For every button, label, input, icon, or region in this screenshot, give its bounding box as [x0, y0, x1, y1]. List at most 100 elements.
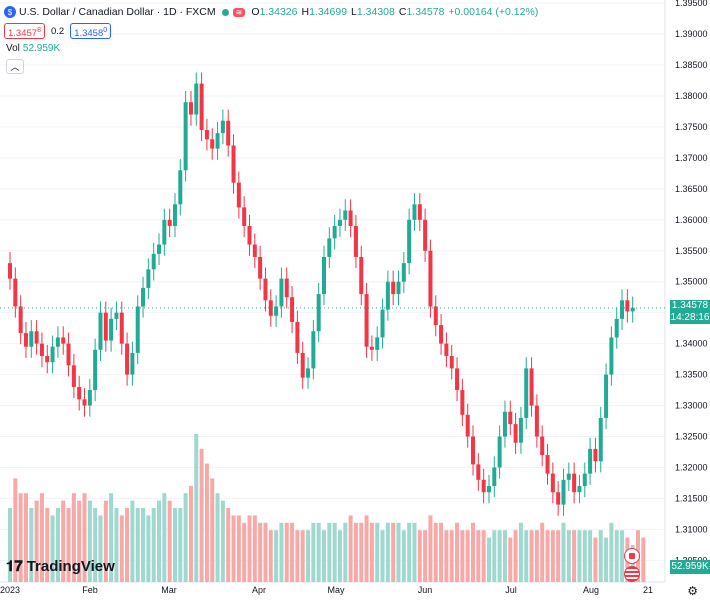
candle-body [508, 411, 513, 425]
volume-bar [13, 478, 18, 582]
volume-bar [497, 530, 502, 582]
x-tick-label: May [327, 585, 345, 595]
close-value: 1.34578 [406, 6, 445, 18]
volume-bar [561, 522, 566, 582]
candle-body [460, 390, 465, 415]
candle-body [343, 210, 348, 220]
open-label: O [251, 6, 260, 18]
candle-body [486, 486, 491, 493]
volume-bar [199, 448, 204, 582]
volume-bar [566, 530, 571, 582]
volume-bar [236, 515, 241, 582]
low-value: 1.34308 [356, 6, 395, 18]
gear-icon[interactable]: ⚙ [687, 584, 698, 598]
candle-body [77, 386, 82, 400]
volume-bar [481, 530, 486, 582]
candle-body [71, 365, 76, 387]
volume-bar [513, 530, 518, 582]
volume-bar [518, 522, 523, 582]
volume-bar [614, 530, 619, 582]
candle-body [268, 300, 273, 316]
candle-body [188, 102, 193, 115]
volume-bar [428, 515, 433, 582]
volume-bar [545, 530, 550, 582]
candle-body [178, 170, 183, 205]
volume-bar [391, 522, 396, 582]
candle-body [87, 390, 92, 406]
volume-bar [141, 508, 146, 582]
volume-bar [8, 508, 12, 582]
low-label: L [351, 6, 357, 18]
canada-flag-icon[interactable] [624, 548, 640, 564]
volume-label: Vol [6, 43, 20, 54]
candle-body [577, 486, 582, 493]
y-tick-label: 1.31500 [675, 493, 708, 503]
volume-bar [204, 463, 209, 582]
us-flag-icon[interactable] [624, 566, 640, 582]
volume-bar [157, 500, 162, 582]
volume-bar [39, 493, 44, 582]
volume-bar [353, 522, 358, 582]
volume-bar [327, 522, 332, 582]
candle-body [471, 436, 476, 465]
volume-bar [135, 508, 140, 582]
sell-button[interactable]: 1.34578 [4, 23, 45, 39]
volume-bar [540, 522, 545, 582]
volume-bar [348, 515, 353, 582]
volume-bar [167, 500, 172, 582]
candle-body [242, 207, 247, 226]
candle-body [513, 424, 518, 443]
symbol-title[interactable]: U.S. Dollar / Canadian Dollar · 1D · FXC… [19, 6, 216, 18]
candle-body [327, 238, 332, 257]
volume-bar [316, 522, 321, 582]
candle-body [55, 337, 60, 347]
candle-body [279, 278, 284, 307]
volume-bar [465, 530, 470, 582]
candle-body [369, 346, 374, 350]
volume-legend[interactable]: Vol 52.959K [6, 43, 60, 54]
high-label: H [301, 6, 310, 18]
candle-body [167, 219, 172, 226]
candle-body [332, 225, 337, 239]
volume-bar [93, 508, 98, 582]
candle-body [45, 356, 50, 363]
candle-body [423, 219, 428, 251]
volume-bar [45, 508, 50, 582]
volume-bar [188, 485, 193, 582]
volume-bar [322, 530, 326, 582]
chevron-up-icon[interactable]: ︿ [6, 59, 24, 74]
volume-bar [508, 537, 513, 582]
tradingview-logo[interactable]: 𝟏𝟕 TradingView [6, 557, 115, 575]
volume-bar [210, 478, 215, 582]
volume-bar [476, 530, 481, 582]
candle-body [247, 225, 252, 245]
candle-body [529, 368, 534, 406]
volume-bar [151, 508, 156, 582]
candle-body [598, 417, 603, 462]
volume-bar [162, 493, 167, 582]
candle-body [119, 312, 124, 344]
volume-bar [290, 522, 295, 582]
volume-bar [71, 493, 76, 582]
volume-badge: 52.959K [670, 560, 710, 574]
candle-body [396, 281, 401, 295]
volume-bar [444, 530, 449, 582]
candle-body [263, 278, 268, 301]
candle-body [614, 318, 619, 338]
y-tick-label: 1.35500 [675, 246, 708, 256]
countdown-value: 14:28:16 [670, 312, 710, 323]
volume-bar [18, 493, 23, 582]
candle-body [609, 337, 614, 375]
volume-bar [87, 500, 92, 582]
symbol-icon[interactable]: $ [4, 6, 16, 18]
candle-body [23, 333, 28, 347]
volume-bar [172, 508, 177, 582]
volume-bar [300, 530, 305, 582]
volume-bar [582, 530, 587, 582]
buy-button[interactable]: 1.34580 [70, 23, 112, 39]
indicator-icon[interactable]: ≋ [232, 7, 246, 17]
candle-body [540, 436, 545, 456]
market-status-icon[interactable] [221, 8, 229, 16]
candle-body [151, 253, 156, 270]
